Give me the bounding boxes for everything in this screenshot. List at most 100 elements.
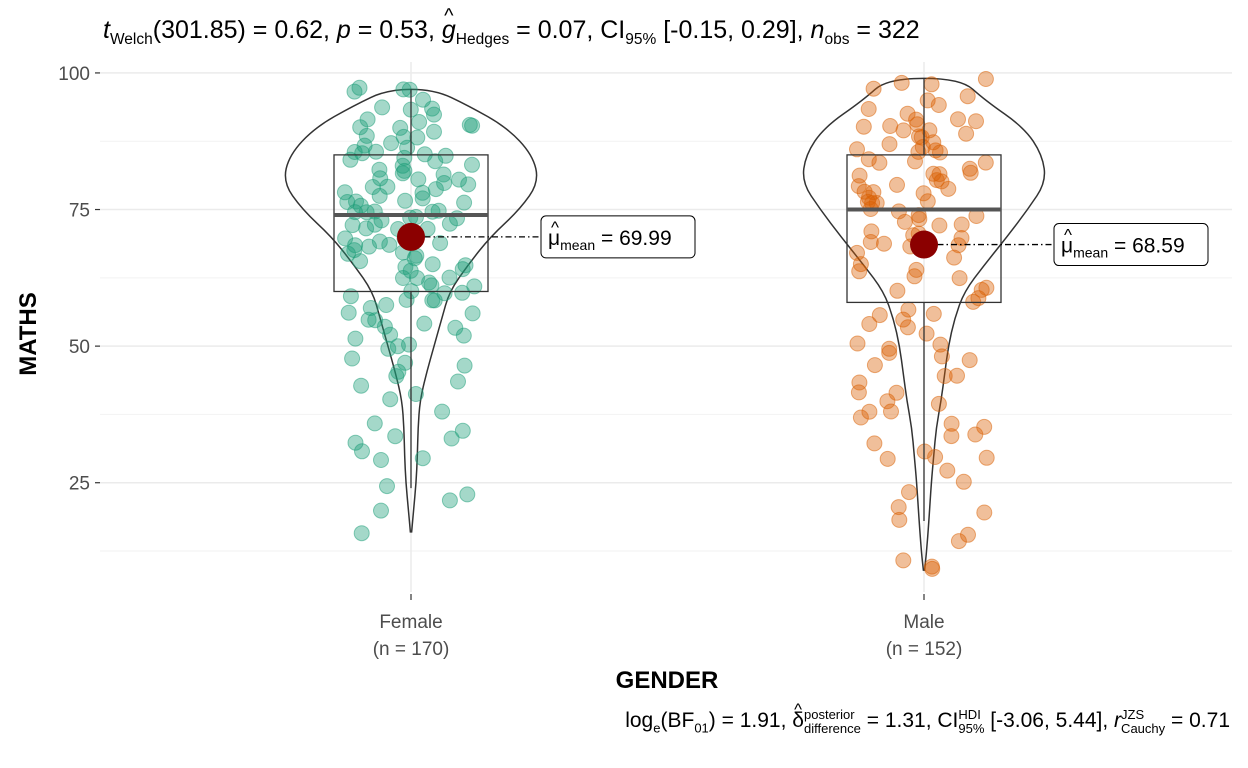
data-point (366, 415, 383, 432)
data-point (340, 304, 357, 321)
data-point (358, 220, 375, 237)
mean-label-hat: ^ (551, 218, 559, 237)
data-point (910, 143, 927, 160)
ci-value: [-0.15, 0.29], (656, 16, 811, 44)
data-point (967, 426, 984, 443)
data-point (395, 81, 412, 98)
data-point (976, 504, 993, 521)
delta-hat: ^ (794, 699, 803, 719)
data-point (933, 348, 950, 365)
data-point (376, 318, 393, 335)
delta-sup: posterior (803, 707, 855, 722)
data-point (353, 525, 370, 542)
n-symbol: n (810, 16, 825, 44)
y-tick-label: 50 (69, 337, 90, 358)
delta-symbol: δ (792, 709, 804, 733)
data-point (861, 316, 878, 332)
data-point (855, 118, 872, 135)
data-point (960, 526, 976, 543)
data-point (977, 71, 994, 87)
data-point (852, 409, 869, 426)
data-point (424, 256, 441, 273)
data-point (455, 327, 472, 344)
data-point (896, 213, 913, 230)
mean-label-sub: mean (560, 237, 595, 253)
delta-hat-symbol: ^ δ (792, 700, 804, 733)
data-point (923, 76, 940, 93)
g-sub: Hedges (455, 31, 510, 48)
data-point (454, 261, 471, 278)
data-point (876, 235, 892, 252)
data-point (414, 450, 431, 467)
data-point (881, 136, 898, 153)
data-point (459, 486, 476, 503)
data-point (397, 354, 414, 371)
data-point (978, 449, 995, 466)
data-point (392, 119, 409, 136)
data-point (883, 403, 899, 420)
data-point (899, 105, 916, 122)
data-point (865, 80, 882, 97)
data-point (358, 127, 375, 144)
data-point (456, 357, 473, 374)
hdi-sup: HDI (958, 707, 981, 722)
data-point (373, 452, 389, 468)
mean-label-symbol: μ (1061, 235, 1073, 258)
data-point (398, 291, 415, 308)
data-point (911, 211, 928, 227)
data-point (927, 449, 944, 465)
data-point (368, 143, 384, 160)
mean-label-box (1053, 223, 1209, 267)
data-point (441, 215, 458, 232)
data-point (959, 88, 976, 105)
data-point (371, 161, 388, 178)
data-point (931, 217, 948, 234)
data-point (423, 277, 440, 294)
hdi-sub: 95% (958, 720, 985, 736)
data-point (374, 99, 391, 116)
data-point (973, 281, 990, 298)
data-point (866, 357, 883, 374)
data-point (866, 435, 883, 452)
data-point (850, 178, 867, 195)
delta-value: = 1.31, CI (860, 709, 959, 733)
data-point (950, 111, 966, 128)
data-point (436, 175, 453, 191)
y-axis: 25 50 75 100 (58, 64, 100, 495)
data-point (401, 81, 418, 98)
g-hat-symbol: ^ g (442, 5, 456, 45)
data-point (342, 288, 359, 305)
boxplots (333, 78, 1002, 521)
data-point (381, 236, 398, 253)
g-value: = 0.07, CI (509, 16, 626, 44)
data-point (407, 386, 424, 402)
data-point (901, 484, 917, 501)
hdi-value: [-3.06, 5.44], (984, 709, 1115, 733)
data-point (434, 403, 451, 420)
data-point (353, 377, 370, 394)
n-sub: obs (824, 31, 850, 48)
data-point (936, 368, 953, 384)
data-point (424, 100, 441, 117)
data-point (889, 176, 905, 193)
data-point (389, 338, 406, 355)
data-point (940, 180, 957, 197)
data-point (382, 391, 399, 408)
data-point (464, 117, 481, 134)
data-point (347, 204, 363, 221)
data-point (344, 350, 361, 367)
y-axis-title: MATHS (15, 292, 42, 376)
data-point (454, 422, 471, 439)
data-point (930, 395, 947, 412)
bf-sub: 01 (694, 720, 709, 736)
data-point (860, 101, 877, 117)
data-point (930, 97, 947, 113)
data-point (889, 282, 906, 299)
p-value: = 0.53, (350, 16, 442, 44)
data-point (336, 184, 353, 201)
data-point (943, 415, 960, 432)
data-point (426, 292, 443, 309)
r-sub: Cauchy (1121, 720, 1166, 736)
data-point (390, 363, 407, 380)
